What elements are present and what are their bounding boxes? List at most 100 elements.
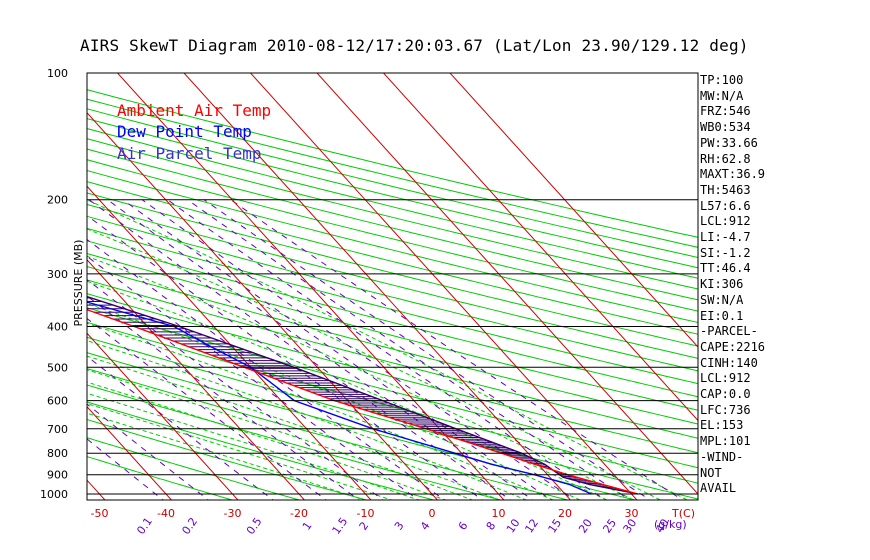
y-axis-label: PRESSURE (MB) — [72, 240, 85, 327]
dew-point-temp-line — [87, 301, 592, 495]
moist-adiabat-line — [87, 412, 367, 500]
isotherm-line — [382, 73, 698, 422]
mixing-ratio-label: 20 — [576, 517, 595, 536]
mixing-ratio-label: 6 — [456, 519, 471, 532]
plot-frame — [86, 72, 699, 501]
dry-adiabat-line — [87, 456, 234, 500]
stat-line: KI:306 — [700, 277, 744, 292]
dry-adiabat-line — [87, 437, 301, 500]
dry-adiabat-line — [87, 108, 698, 258]
pressure-tick-label: 500 — [47, 361, 68, 374]
stat-line: RH:62.8 — [700, 151, 751, 166]
dry-adiabat-line — [87, 368, 570, 500]
stat-line: TP:100 — [700, 73, 744, 87]
moist-adiabat-line — [87, 392, 420, 500]
bottom-temp-tick-label: 20 — [558, 507, 572, 520]
moist-adiabat-line — [87, 355, 501, 500]
pressure-tick-label: 900 — [47, 469, 68, 482]
moist-adiabat-line — [87, 340, 528, 500]
dry-adiabat-line — [87, 181, 698, 335]
pressure-tick-label: 700 — [47, 423, 68, 436]
mixing-ratio-line — [203, 199, 652, 500]
bottom-axis-unit-label: T(C) — [671, 507, 695, 520]
mixing-ratio-label: 8 — [484, 519, 499, 532]
air-parcel-temp-line — [87, 295, 639, 495]
isotherm-line — [0, 64, 41, 503]
mixing-ratio-label: 0.1 — [134, 515, 155, 537]
mixing-ratio-label: 25 — [600, 517, 619, 536]
stat-line: FRZ:546 — [700, 104, 751, 119]
stat-line: EL:153 — [700, 418, 744, 433]
dry-adiabat-line — [87, 266, 698, 425]
dry-adiabat-line — [87, 336, 698, 500]
dry-adiabat-line — [87, 138, 698, 290]
dry-adiabat-line — [87, 401, 436, 500]
pressure-tick-label: 1000 — [40, 488, 68, 501]
chart-title: AIRS SkewT Diagram 2010-08-12/17:20:03.6… — [80, 36, 749, 55]
stat-line: TT:46.4 — [700, 261, 751, 276]
mixing-ratio-unit-label: (g/kg) — [654, 518, 687, 531]
stat-line: TH:5463 — [700, 182, 751, 197]
stat-line: MW:N/A — [700, 88, 744, 103]
pressure-tick-label: 800 — [47, 447, 68, 460]
pressure-tick-label: 200 — [47, 194, 68, 207]
mixing-ratio-line — [87, 279, 384, 500]
isotherm-line — [316, 73, 698, 495]
dry-adiabat-line — [87, 203, 698, 359]
mixing-ratio-line — [230, 199, 684, 500]
dry-adiabat-line — [87, 170, 698, 324]
stat-line: MPL:101 — [700, 434, 751, 449]
ambient-air-temp-line — [87, 308, 639, 495]
bottom-temp-tick-label: 0 — [429, 507, 436, 520]
stat-line: LI:-4.7 — [700, 230, 751, 244]
dry-adiabat-line — [87, 293, 698, 454]
dry-adiabat-line — [87, 227, 698, 385]
mixing-ratio-line — [87, 295, 360, 500]
mixing-ratio-line — [167, 199, 607, 500]
mixing-ratio-label: 3 — [392, 519, 407, 532]
isotherm-line — [183, 73, 572, 500]
stat-line: MAXT:36.9 — [700, 167, 766, 182]
stat-line: NOT — [700, 465, 722, 480]
bottom-temp-tick-label: -10 — [357, 507, 375, 520]
bottom-temp-tick-label: -30 — [224, 507, 242, 520]
mixing-ratio-line — [87, 317, 327, 500]
bottom-temp-tick-label: 30 — [625, 507, 639, 520]
stat-line: LFC:736 — [700, 402, 751, 417]
mixing-ratio-label: 12 — [522, 517, 541, 536]
pressure-tick-label: 400 — [47, 320, 68, 333]
dry-adiabat-line — [87, 252, 698, 411]
mixing-ratio-line — [141, 199, 576, 500]
mixing-ratio-label: 1.5 — [330, 515, 351, 537]
dry-adiabat-line — [87, 98, 698, 248]
isotherm-line — [87, 185, 372, 500]
mixing-ratio-label: 1 — [300, 519, 315, 532]
pressure-tick-label: 100 — [47, 67, 68, 80]
pressure-tick-label: 300 — [47, 268, 68, 281]
isotherm-line — [87, 405, 173, 500]
dry-adiabat-line — [87, 192, 698, 347]
moist-adiabat-line — [87, 369, 474, 500]
stat-line: CINH:140 — [700, 355, 758, 370]
stat-line: PW:33.66 — [700, 135, 758, 150]
mixing-ratio-label: 0.2 — [179, 515, 200, 537]
dry-adiabat-line — [87, 418, 369, 500]
dry-adiabat-line — [87, 215, 698, 372]
legend-air-parcel-temp: Air Parcel Temp — [117, 144, 262, 163]
mixing-ratio-label: 0.5 — [244, 515, 265, 537]
dry-adiabat-line — [87, 159, 698, 312]
dry-adiabat-line — [87, 128, 698, 279]
dry-adiabat-line — [87, 118, 698, 269]
bottom-temp-tick-label: 10 — [492, 507, 506, 520]
stat-line: AVAIL — [700, 481, 737, 496]
mixing-ratio-label: 10 — [504, 517, 523, 536]
stat-line: EI:0.1 — [700, 308, 744, 323]
mixing-ratio-line — [187, 199, 631, 500]
mixing-ratio-label: 4 — [418, 519, 433, 532]
dry-adiabat-line — [87, 279, 698, 439]
bottom-temp-tick-label: -40 — [157, 507, 175, 520]
mixing-ratio-line — [87, 355, 274, 500]
dry-adiabat-line — [87, 148, 698, 301]
pressure-tick-label: 600 — [47, 395, 68, 408]
